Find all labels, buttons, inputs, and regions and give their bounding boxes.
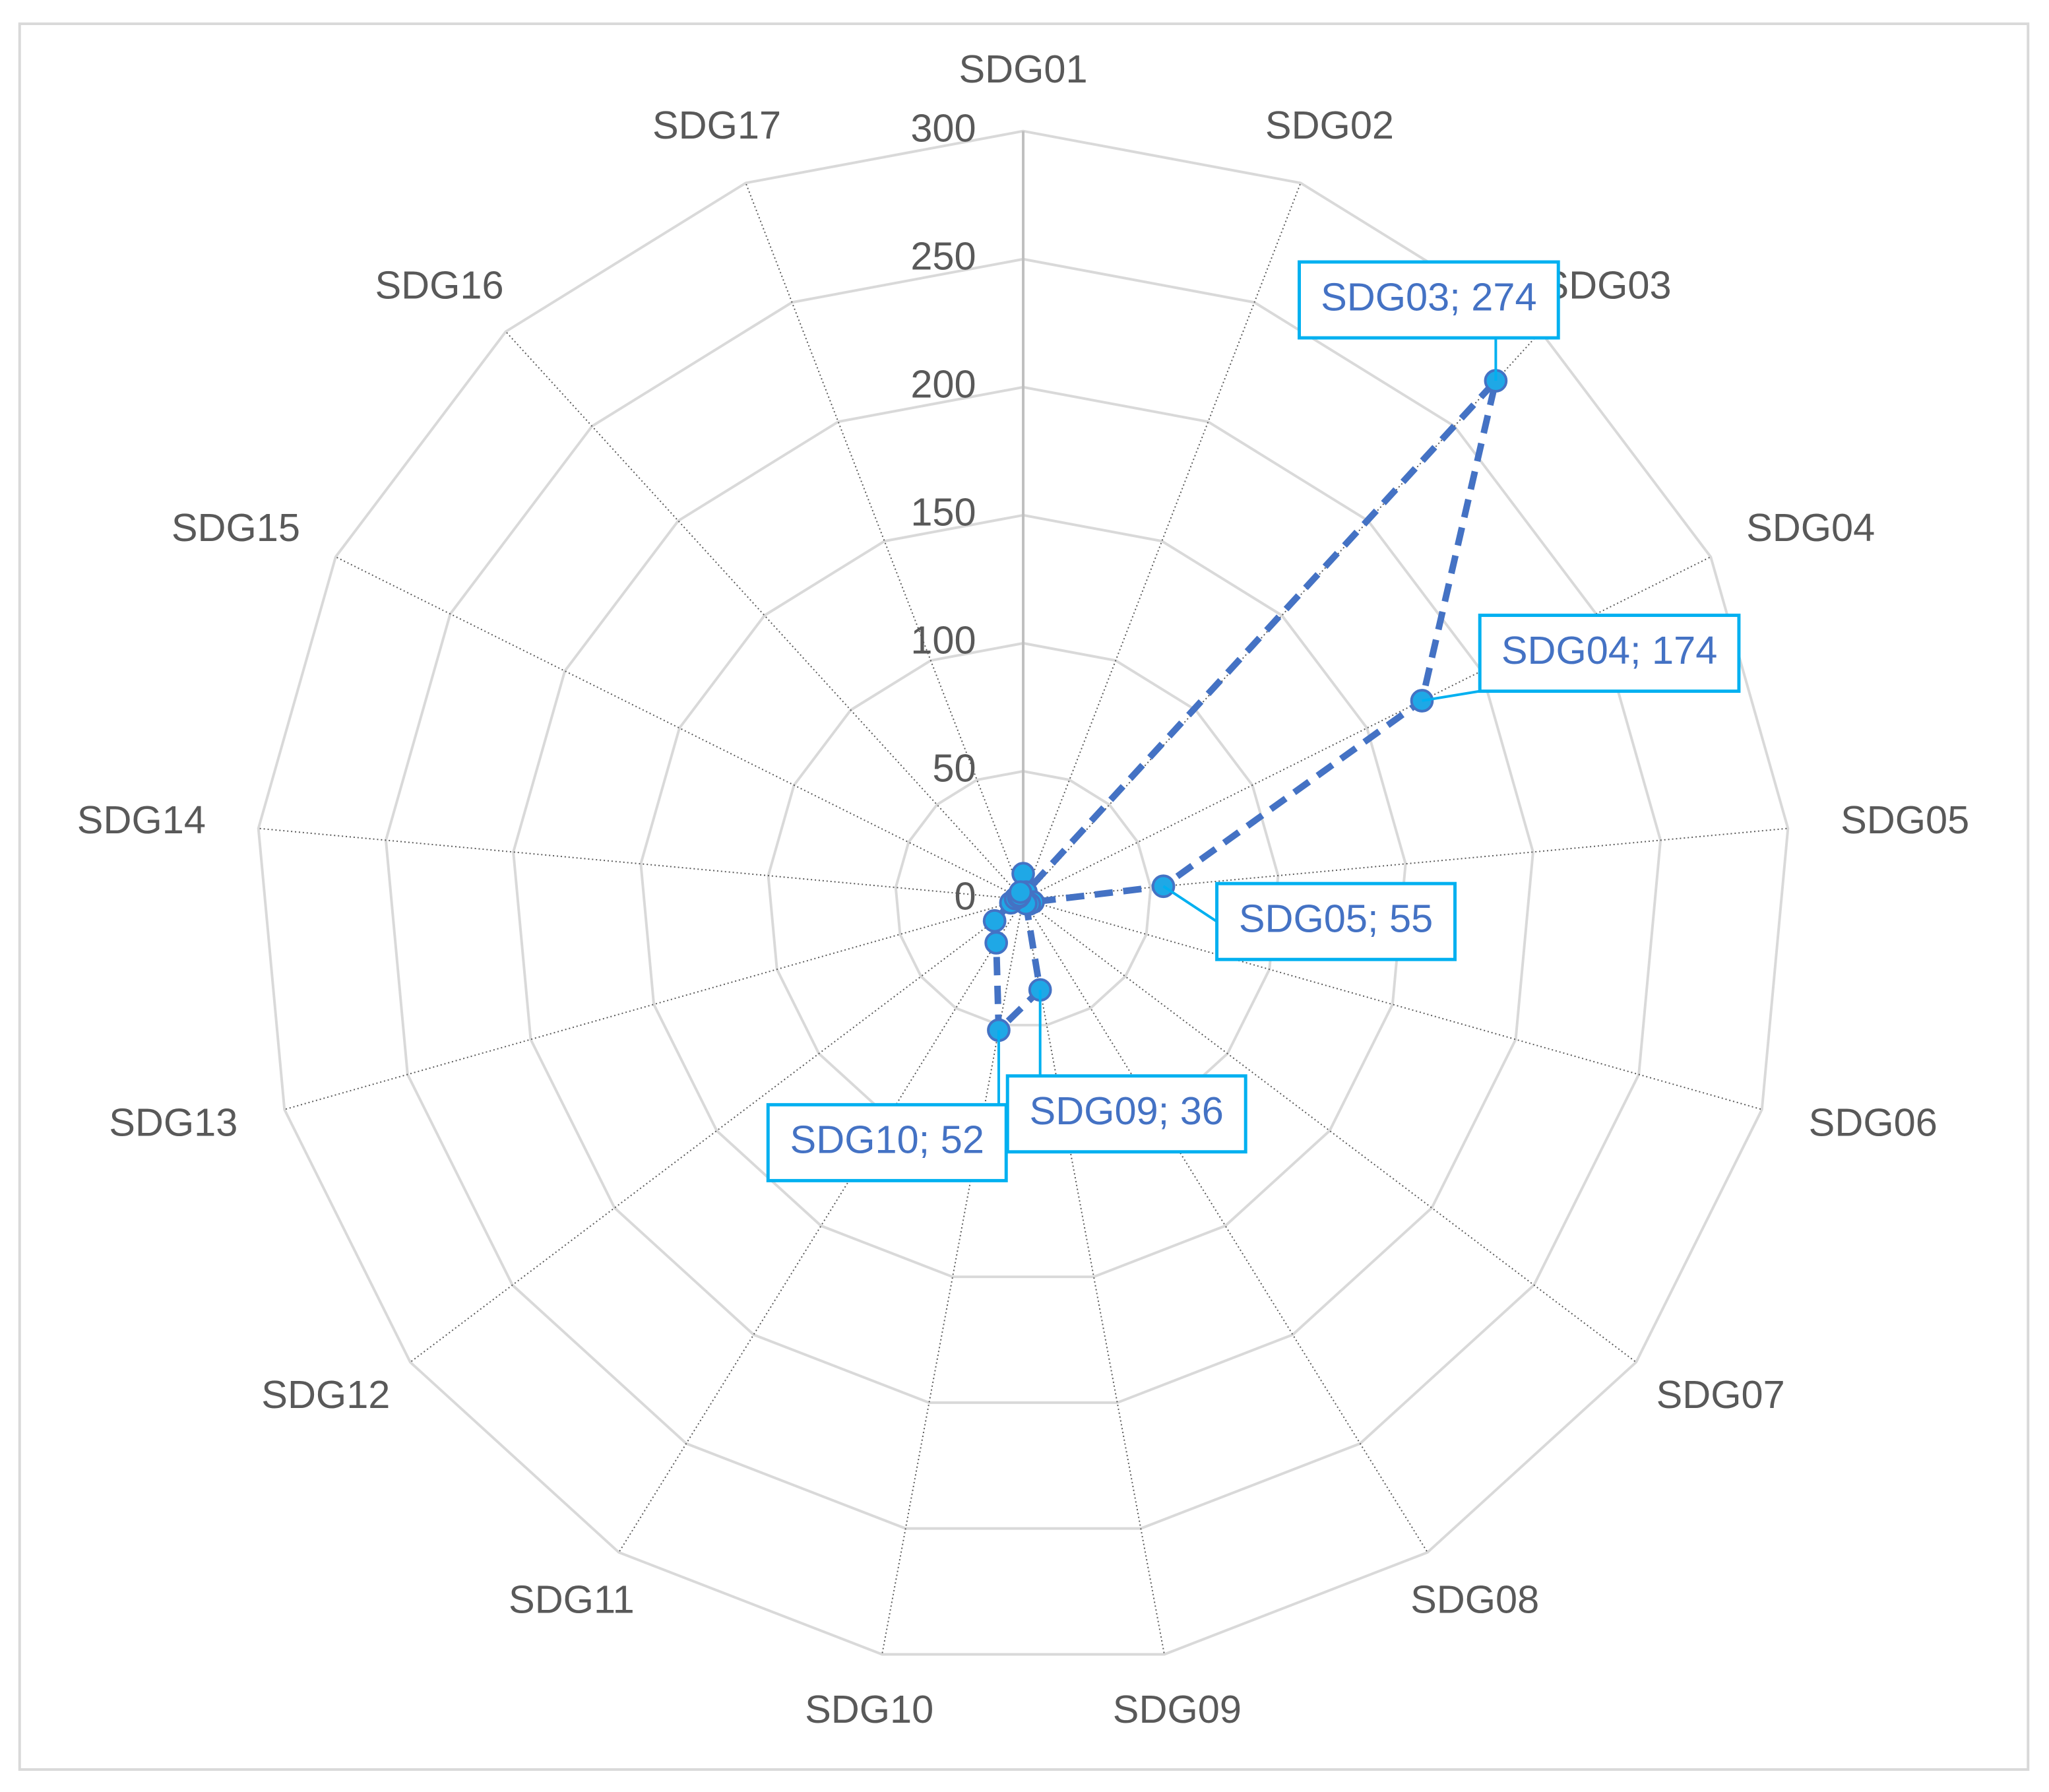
spoke [335, 556, 1024, 900]
grid-ring [512, 385, 1534, 1404]
spoke [745, 182, 1024, 900]
data-label: SDG03; 274 [1321, 274, 1536, 319]
r-tick-label: 0 [955, 874, 976, 918]
category-label: SDG06 [1809, 1101, 1938, 1145]
r-tick-label: 300 [910, 106, 976, 150]
spoke [505, 331, 1024, 900]
label-box [766, 1103, 1008, 1182]
leader-line [1422, 689, 1480, 702]
marker [1008, 880, 1032, 904]
spoke [1023, 899, 1637, 1363]
label-box [1215, 881, 1457, 961]
category-label: SDG17 [652, 103, 781, 147]
r-tick-label: 150 [910, 490, 976, 534]
data-label: SDG09; 36 [1030, 1089, 1224, 1133]
category-label: SDG12 [261, 1372, 390, 1417]
grid-ring [639, 513, 1407, 1279]
leader-line [1162, 885, 1218, 923]
r-tick-label: 50 [932, 746, 976, 790]
spoke [1023, 899, 1428, 1553]
category-label: SDG02 [1265, 103, 1394, 147]
data-label: SDG04; 174 [1501, 628, 1717, 672]
r-tick-label: 100 [910, 618, 976, 662]
spoke [1023, 899, 1763, 1110]
category-label: SDG15 [172, 505, 300, 550]
spoke [618, 899, 1024, 1553]
r-tick-label: 250 [910, 234, 976, 278]
labels: 050100150200250300SDG01SDG02SDG03SDG04SD… [77, 47, 1969, 1731]
label-box [1298, 260, 1560, 340]
category-label: SDG05 [1841, 798, 1969, 842]
category-label: SDG07 [1656, 1372, 1785, 1417]
r-tick-label: 200 [910, 362, 976, 406]
spoke [881, 899, 1024, 1655]
category-label: SDG04 [1746, 505, 1875, 550]
grid [257, 129, 1790, 1656]
data-label: SDG05; 55 [1239, 896, 1433, 940]
category-label: SDG16 [375, 263, 503, 307]
data-label: SDG10; 52 [790, 1118, 984, 1162]
category-label: SDG08 [1410, 1577, 1539, 1621]
grid-ring [384, 257, 1662, 1530]
category-label: SDG03 [1542, 263, 1671, 307]
spoke [1023, 827, 1788, 900]
spoke [410, 899, 1024, 1363]
category-label: SDG10 [805, 1687, 933, 1731]
label-box [1478, 614, 1741, 693]
grid-ring [257, 129, 1790, 1656]
grid-ring [894, 769, 1152, 1027]
category-label: SDG13 [109, 1101, 237, 1145]
category-label: SDG09 [1113, 1687, 1242, 1731]
spoke [258, 827, 1024, 900]
category-label: SDG01 [959, 47, 1087, 91]
spoke [1023, 182, 1302, 900]
spokes [258, 131, 1788, 1655]
marker [984, 931, 1009, 955]
spoke [1023, 899, 1165, 1655]
marker [982, 909, 1007, 933]
category-label: SDG14 [77, 798, 206, 842]
callouts: SDG03; 274 SDG04; 174 SDG05; 55 SDG09; 36 SD… [766, 260, 1741, 1182]
label-box [1005, 1074, 1247, 1154]
spoke [284, 899, 1024, 1110]
category-label: SDG11 [509, 1577, 635, 1621]
